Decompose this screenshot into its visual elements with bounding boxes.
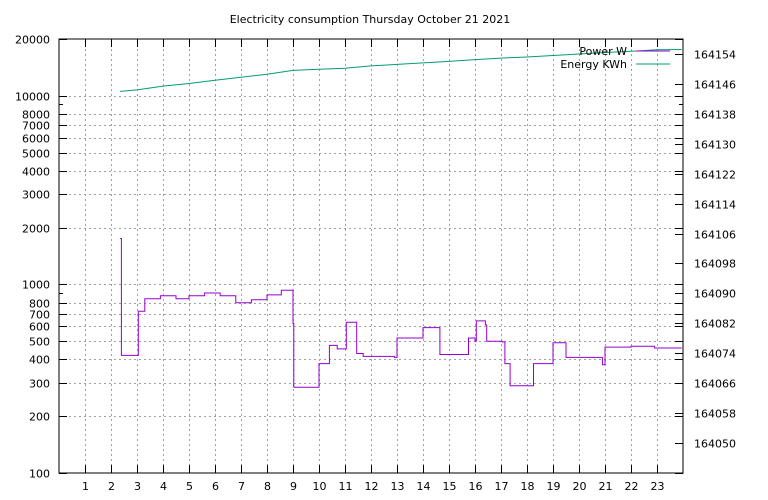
y-tick-label: 20000 — [15, 34, 50, 47]
y-tick-label: 800 — [29, 298, 50, 311]
x-tick-label: 21 — [599, 480, 613, 493]
x-tick-label: 3 — [134, 480, 141, 493]
y-tick-label: 400 — [29, 354, 50, 367]
y2-tick-label: 164114 — [694, 199, 736, 212]
series-power-line — [120, 238, 682, 388]
x-tick-label: 8 — [264, 480, 271, 493]
x-tick-label: 17 — [495, 480, 509, 493]
x-tick-label: 18 — [521, 480, 535, 493]
x-tick-label: 19 — [547, 480, 561, 493]
x-tick-label: 6 — [212, 480, 219, 493]
x-tick-label: 7 — [238, 480, 245, 493]
x-tick-label: 5 — [186, 480, 193, 493]
x-tick-label: 15 — [443, 480, 457, 493]
y2-tick-label: 164154 — [694, 49, 736, 62]
y2-tick-label: 164106 — [694, 229, 736, 242]
y2-tick-label: 164074 — [694, 348, 736, 361]
y-tick-label: 600 — [29, 321, 50, 334]
x-tick-label: 2 — [108, 480, 115, 493]
y-tick-label: 5000 — [22, 148, 50, 161]
series-energy-line — [120, 49, 682, 92]
y-tick-label: 300 — [29, 378, 50, 391]
x-tick-label: 1 — [82, 480, 89, 493]
x-tick-label: 22 — [625, 480, 639, 493]
y-tick-label: 3000 — [22, 189, 50, 202]
x-tick-label: 14 — [417, 480, 431, 493]
y-tick-label: 4000 — [22, 166, 50, 179]
y2-tick-label: 164146 — [694, 79, 736, 92]
chart-title: Electricity consumption Thursday October… — [230, 13, 511, 26]
y2-tick-label: 164122 — [694, 169, 736, 182]
y-tick-label: 6000 — [22, 133, 50, 146]
y-tick-label: 100 — [29, 468, 50, 481]
y-tick-label: 2000 — [22, 223, 50, 236]
y2-tick-label: 164090 — [694, 288, 736, 301]
plot-frame — [58, 38, 684, 474]
legend: Power W Energy KWh — [560, 45, 670, 71]
y-tick-label: 1000 — [22, 279, 50, 292]
y2-tick-label: 164058 — [694, 408, 736, 421]
x-tick-label: 23 — [651, 480, 665, 493]
x-tick-label: 13 — [391, 480, 405, 493]
series-layer — [120, 49, 682, 388]
y-tick-label: 500 — [29, 336, 50, 349]
x-tick-label: 10 — [313, 480, 327, 493]
x-tick-label: 4 — [160, 480, 167, 493]
y-tick-label: 200 — [29, 411, 50, 424]
y2-tick-label: 164050 — [694, 438, 736, 451]
x-axis-ticks: 1 2 3 4 5 6 7 8 9 10 11 12 13 14 15 16 17 18 19 20 21 22 23 — [82, 39, 665, 493]
y-tick-label: 700 — [29, 309, 50, 322]
legend-label-energy: Energy KWh — [560, 58, 627, 71]
x-tick-label: 16 — [469, 480, 483, 493]
y-tick-label: 10000 — [15, 91, 50, 104]
x-tick-label: 11 — [339, 480, 353, 493]
y-tick-label: 8000 — [22, 109, 50, 122]
x-tick-label: 20 — [573, 480, 587, 493]
y2-axis-ticks: 164050 164058 164066 164074 164082 164090 1640… — [675, 49, 736, 451]
y2-tick-label: 164138 — [694, 109, 736, 122]
y2-tick-label: 164098 — [694, 258, 736, 271]
y2-tick-label: 164082 — [694, 318, 736, 331]
y2-tick-label: 164130 — [694, 139, 736, 152]
y-tick-label: 7000 — [22, 120, 50, 133]
x-tick-label: 9 — [290, 480, 297, 493]
x-tick-label: 12 — [365, 480, 379, 493]
legend-label-power: Power W — [579, 45, 627, 58]
y2-tick-label: 164066 — [694, 378, 736, 391]
grid — [59, 39, 683, 473]
